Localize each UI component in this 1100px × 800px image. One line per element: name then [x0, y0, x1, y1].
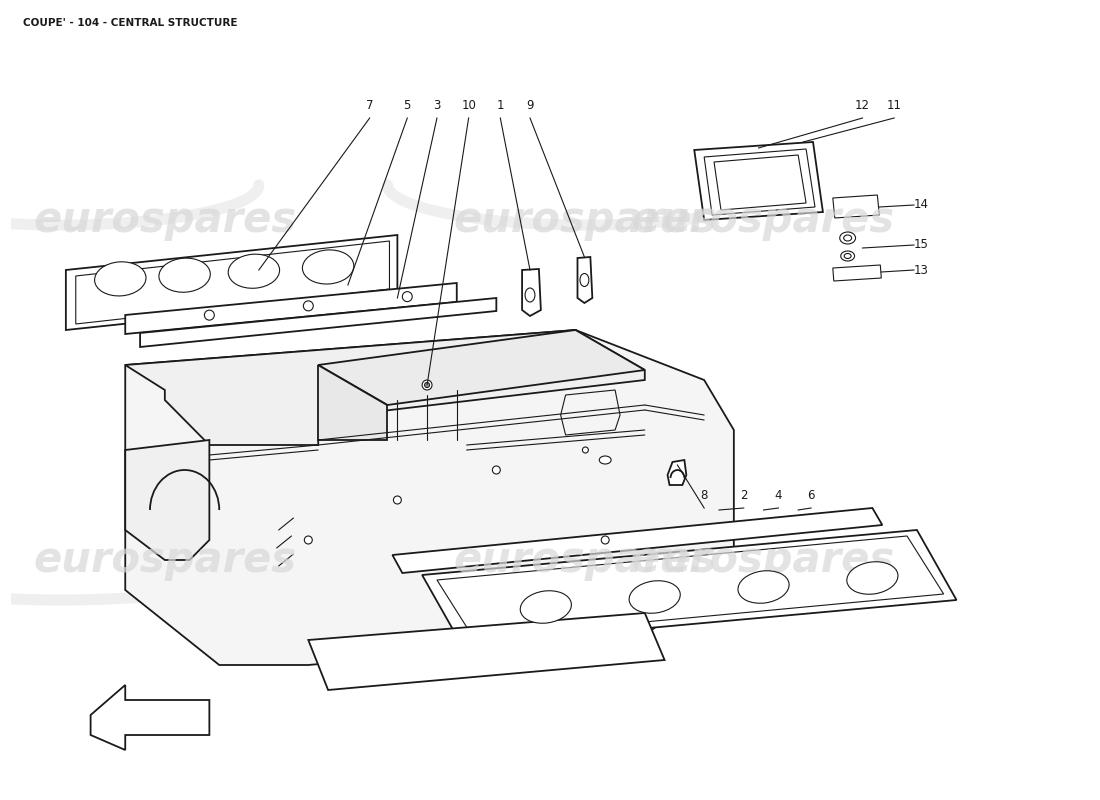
Ellipse shape [840, 251, 855, 261]
Ellipse shape [839, 232, 856, 244]
Text: 5: 5 [404, 99, 411, 112]
Text: 9: 9 [526, 99, 534, 112]
Polygon shape [833, 195, 879, 218]
Polygon shape [125, 330, 645, 445]
Polygon shape [833, 265, 881, 281]
Text: 10: 10 [461, 99, 476, 112]
Text: 7: 7 [366, 99, 373, 112]
Ellipse shape [394, 496, 402, 504]
Polygon shape [125, 283, 456, 334]
Polygon shape [422, 530, 957, 645]
Ellipse shape [525, 288, 535, 302]
Ellipse shape [305, 536, 312, 544]
Ellipse shape [302, 250, 354, 284]
Ellipse shape [629, 581, 680, 614]
Ellipse shape [847, 562, 898, 594]
Polygon shape [668, 460, 686, 485]
Ellipse shape [158, 258, 210, 292]
Text: 6: 6 [807, 489, 815, 502]
Text: 13: 13 [914, 263, 928, 277]
Polygon shape [318, 330, 645, 405]
Ellipse shape [228, 254, 279, 288]
Polygon shape [522, 269, 541, 316]
Polygon shape [125, 330, 734, 665]
Ellipse shape [520, 590, 571, 623]
Ellipse shape [425, 382, 429, 387]
Text: 3: 3 [433, 99, 441, 112]
Ellipse shape [95, 262, 146, 296]
Polygon shape [318, 365, 387, 440]
Text: 8: 8 [701, 489, 707, 502]
Text: eurospares: eurospares [632, 539, 895, 581]
Text: 2: 2 [740, 489, 748, 502]
Text: 1: 1 [496, 99, 504, 112]
Polygon shape [393, 508, 882, 573]
Text: 15: 15 [914, 238, 928, 251]
Ellipse shape [844, 235, 851, 241]
Ellipse shape [600, 456, 612, 464]
Polygon shape [66, 235, 397, 330]
Text: 4: 4 [774, 489, 782, 502]
Ellipse shape [844, 254, 851, 258]
Polygon shape [140, 298, 496, 347]
Text: 11: 11 [887, 99, 902, 112]
Polygon shape [90, 685, 209, 750]
Polygon shape [125, 440, 209, 560]
Text: 14: 14 [914, 198, 929, 211]
Polygon shape [694, 142, 823, 220]
Text: 12: 12 [855, 99, 870, 112]
Ellipse shape [493, 466, 500, 474]
Text: eurospares: eurospares [632, 199, 895, 241]
Polygon shape [578, 257, 592, 303]
Ellipse shape [580, 274, 588, 286]
Text: COUPE' - 104 - CENTRAL STRUCTURE: COUPE' - 104 - CENTRAL STRUCTURE [23, 18, 238, 28]
Text: eurospares: eurospares [454, 539, 717, 581]
Ellipse shape [422, 380, 432, 390]
Ellipse shape [738, 570, 789, 603]
Text: eurospares: eurospares [454, 199, 717, 241]
Polygon shape [308, 613, 664, 690]
Text: eurospares: eurospares [33, 199, 296, 241]
Text: eurospares: eurospares [33, 539, 296, 581]
Ellipse shape [582, 447, 588, 453]
